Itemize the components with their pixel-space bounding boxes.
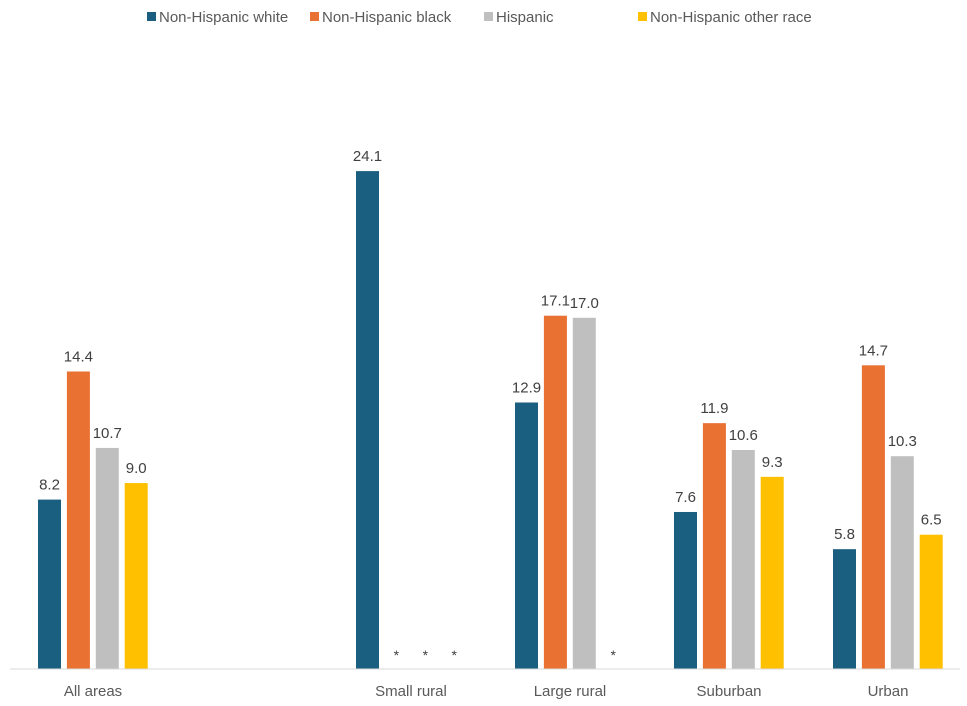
bar xyxy=(515,402,538,669)
bar xyxy=(572,317,596,669)
bar xyxy=(702,423,726,669)
legend-label: Non-Hispanic black xyxy=(322,9,452,26)
bar xyxy=(38,499,61,669)
bar xyxy=(95,447,119,669)
bar xyxy=(731,450,755,669)
legend-label: Hispanic xyxy=(496,9,554,26)
bar xyxy=(124,483,148,669)
data-label: 5.8 xyxy=(834,526,855,543)
x-tick-label: Urban xyxy=(868,683,909,700)
data-label: 11.9 xyxy=(700,400,728,417)
data-label: 7.6 xyxy=(675,489,696,506)
data-label: 10.6 xyxy=(729,427,758,444)
data-label: 17.0 xyxy=(570,295,599,312)
bar xyxy=(760,476,784,669)
suppressed-marker: * xyxy=(451,647,457,663)
bar xyxy=(890,456,914,669)
data-label: 10.7 xyxy=(93,425,122,442)
data-label: 9.3 xyxy=(762,454,783,471)
data-label: 6.5 xyxy=(921,512,942,529)
x-tick-label: All areas xyxy=(64,683,122,700)
legend-swatch xyxy=(638,12,647,21)
bar xyxy=(833,549,856,669)
legend-swatch xyxy=(484,12,493,21)
suppressed-marker: * xyxy=(610,647,616,663)
bar xyxy=(66,371,90,669)
legend: Non-Hispanic white Non-Hispanic black Hisp… xyxy=(147,9,812,26)
legend-swatch xyxy=(310,12,319,21)
legend-label: Non-Hispanic white xyxy=(159,9,288,26)
bars: 8.2 14.4 10.7 9.0 24.1 * * * 12.9 17.1 17.0 * 7.6 11.… xyxy=(38,148,943,669)
data-label: 10.3 xyxy=(888,433,917,450)
legend-label: Non-Hispanic other race xyxy=(650,9,812,26)
suppressed-marker: * xyxy=(394,647,400,663)
bar xyxy=(356,171,379,669)
data-label: 14.7 xyxy=(859,342,888,359)
x-tick-label: Small rural xyxy=(375,683,447,700)
bar xyxy=(543,315,567,669)
bar xyxy=(674,511,697,669)
legend-swatch xyxy=(147,12,156,21)
x-axis-labels: All areas Small rural Large rural Suburban U… xyxy=(64,683,909,700)
data-label: 9.0 xyxy=(126,460,147,477)
data-label: 12.9 xyxy=(512,379,541,396)
x-tick-label: Large rural xyxy=(534,683,607,700)
data-label: 17.1 xyxy=(541,293,570,310)
bar xyxy=(919,534,943,669)
data-label: 8.2 xyxy=(39,477,60,494)
data-label: 14.4 xyxy=(64,348,93,365)
x-tick-label: Suburban xyxy=(696,683,761,700)
data-label: 24.1 xyxy=(353,148,382,165)
bar xyxy=(861,365,885,669)
suppressed-marker: * xyxy=(423,647,429,663)
